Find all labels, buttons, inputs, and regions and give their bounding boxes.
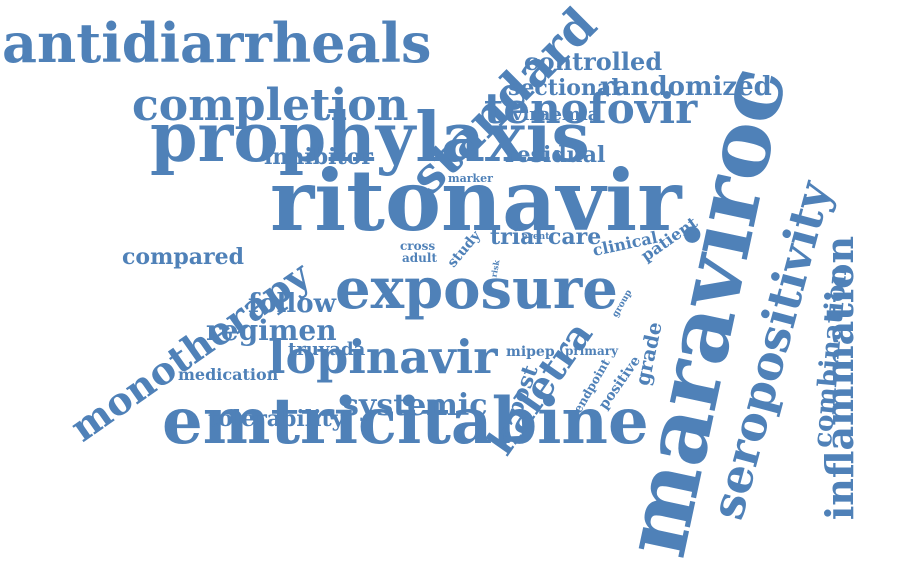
word-systemic: systemic	[342, 388, 488, 424]
word-medication: medication	[178, 364, 279, 384]
word-truvada: truvada	[288, 339, 366, 361]
word-residual: residual	[505, 141, 606, 168]
word-risk: risk	[488, 259, 502, 279]
word-sectional: sectional	[508, 74, 620, 101]
word-regimen: regimen	[206, 314, 337, 348]
word-tenofovir: tenofovir	[484, 83, 698, 133]
word-exposure: exposure	[335, 256, 618, 323]
word-prophylaxis: prophylaxis	[150, 98, 590, 179]
word-trial: trial	[490, 223, 543, 250]
word-marker: marker	[448, 171, 493, 185]
word-primary: primary	[565, 344, 619, 359]
word-mipep: mipep	[506, 343, 555, 360]
word-event: event	[522, 231, 550, 242]
word-ritonavir: ritonavir	[270, 151, 682, 251]
word-compared: compared	[122, 243, 244, 270]
word-care: care	[548, 223, 602, 250]
word-emtricitabine: emtricitabine	[162, 383, 649, 459]
word-cross: cross	[400, 239, 436, 254]
word-lopinavir: lopinavir	[268, 330, 498, 385]
word-antidiarrheals: antidiarrheals	[2, 10, 432, 75]
word-adult: adult	[402, 251, 437, 266]
word-controlled: controlled	[524, 47, 663, 77]
word-viraemia: viraemia	[512, 104, 600, 126]
word-completion: completion	[132, 79, 409, 131]
word-randomized: randomized	[600, 71, 772, 102]
word-tolerability: tolerability	[208, 405, 345, 432]
word-inhibitor: inhibitor	[264, 143, 373, 170]
word-follow: follow	[248, 288, 337, 319]
